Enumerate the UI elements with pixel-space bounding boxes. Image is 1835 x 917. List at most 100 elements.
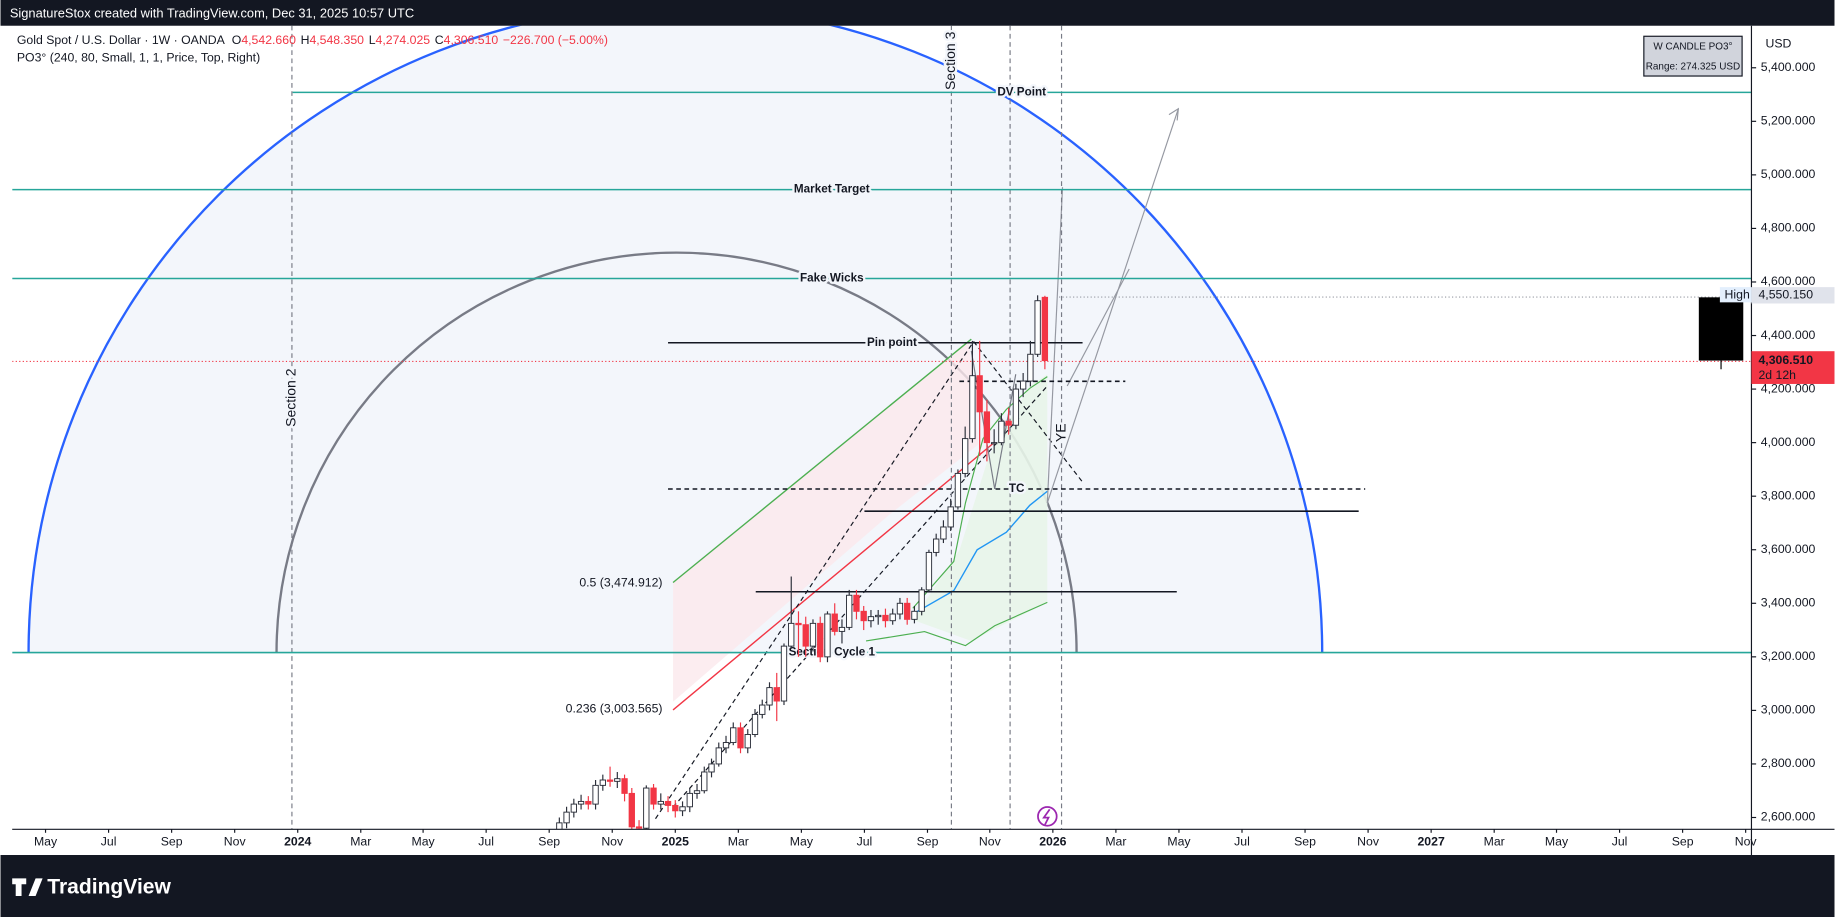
x-tick-label: Jul [1612,834,1628,848]
x-tick-label: 2025 [662,834,689,848]
x-tick-label: May [34,834,58,848]
y-tick-label: 3,800.000 [1761,488,1816,502]
x-tick-label: Nov [1735,834,1758,848]
legend-row: Gold Spot / U.S. Dollar · 1W · OANDA O4,5… [17,33,608,47]
x-tick-label: Jul [1234,834,1250,848]
candle-body [853,594,860,612]
y-tick-label: 3,000.000 [1761,703,1816,717]
red-zone [673,341,979,702]
fib-label: 0.236 (3,003.565) [566,702,663,716]
candle-body [759,704,766,715]
candle-body [802,624,809,647]
candle-body [990,442,998,445]
candle-body [650,787,657,805]
brand: TradingView [47,875,171,898]
event-icon[interactable] [1037,806,1058,827]
candle-body [976,375,983,413]
candle-body [867,616,875,622]
countdown: 2d 12h [1758,368,1796,382]
info-box [1643,35,1743,77]
level-label: TC [1009,482,1025,495]
candle-body [831,613,838,632]
candle-body [947,506,954,528]
change: −226.700 (−5.00%) [503,33,608,47]
info-box-range: Range: 274.325 USD [1646,61,1740,72]
ohlc-value: 4,306.510 [444,33,499,47]
x-tick-label: 2026 [1039,834,1066,848]
candle-body [918,589,925,612]
level-label: Market Target [794,183,870,196]
candle-body [606,779,614,782]
band-line [865,601,1048,647]
price-tag-bg [1751,351,1835,384]
y-tick-label: 4,000.000 [1761,435,1816,449]
ohlc-key: C [435,33,444,47]
green-zone [912,374,1048,641]
candle-body [838,626,846,632]
ohlc-value: 4,542.660 [241,33,296,47]
x-tick-label: May [1545,834,1569,848]
level-label: Fake Wicks [800,272,864,285]
candle-body [788,622,795,647]
x-tick-label: Nov [224,834,247,848]
candle-body [563,811,570,824]
candle-body [983,411,991,444]
y-tick-label: 2,800.000 [1761,756,1816,770]
y-axis-label: USD [1765,37,1791,51]
y-tick-label: 3,400.000 [1761,596,1816,610]
candle-body [846,594,853,628]
arrow [1046,108,1179,504]
candle-body [1012,388,1020,426]
candle-body [962,438,969,474]
y-tick-label: 4,400.000 [1761,328,1816,342]
candle-body [1041,296,1049,362]
x-tick-label: Sep [917,834,939,848]
y-tick-label: 5,000.000 [1761,167,1816,181]
x-tick-label: May [412,834,436,848]
section-label: YE [1052,423,1068,442]
candle-body [737,727,744,749]
candle-body [701,771,708,792]
level-label: Pin point [867,336,917,349]
candle-body [882,614,889,622]
y-tick-label: 4,200.000 [1761,381,1816,395]
level-label: DV Point [997,85,1046,98]
candle-body [599,779,606,786]
ohlc-key: L [369,33,376,47]
y-tick-label: 4,600.000 [1761,274,1816,288]
candle-body [1034,300,1041,355]
candle-body [1027,353,1034,382]
candle-body [693,790,701,794]
candle-body [933,538,940,553]
y-tick-label: 2,600.000 [1761,810,1816,824]
attribution: SignatureStox created with TradingView.c… [10,5,414,20]
marks: Section 2 Section 3 YE DV Point Market Targe… [12,25,1752,830]
ma-line [912,490,1048,615]
candle-body [751,713,759,735]
y-tick-label: 5,200.000 [1761,114,1816,128]
candle-body [577,800,585,805]
candle-body [940,526,947,540]
candle-body [628,792,635,828]
trend-line [672,441,996,711]
candle-body [635,826,643,829]
fib-label: 0.5 (3,474.912) [579,575,662,589]
candle-body [744,734,751,749]
band-line [912,376,1048,609]
candle-body [592,784,599,805]
candle-body [556,822,563,830]
price-tag: 4,306.510 [1758,353,1813,367]
candle-body [925,551,933,591]
high-name-bg [1719,287,1752,303]
y-tick-label: 3,600.000 [1761,542,1816,556]
candle-body [1019,380,1027,390]
blue-arc [27,25,1324,653]
candle-body [780,645,788,702]
candle-body [889,613,896,622]
high-tag: 4,550.150 [1758,288,1813,302]
candle-body [1005,420,1012,426]
ohlc-key: O [232,33,242,47]
candle-body [643,787,650,829]
candle-body [911,610,918,620]
